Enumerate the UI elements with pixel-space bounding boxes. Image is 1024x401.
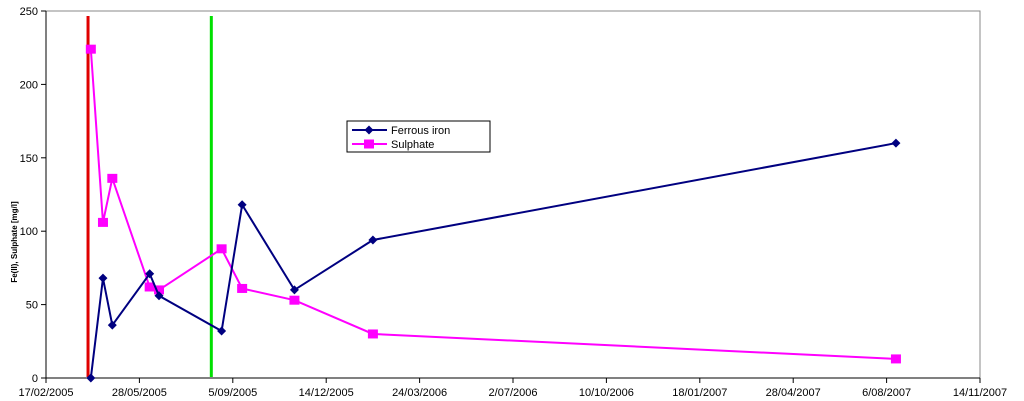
data-point-ferrous-iron <box>107 320 117 330</box>
y-tick-label: 100 <box>20 226 38 238</box>
data-point-sulphate <box>367 329 378 339</box>
plot-border <box>45 10 981 379</box>
data-point-sulphate <box>237 283 248 293</box>
data-point-sulphate <box>890 354 901 364</box>
reference-lines <box>86 16 213 377</box>
x-tick-label: 6/08/2007 <box>862 387 911 399</box>
data-point-ferrous-iron <box>237 200 247 210</box>
legend-label: Ferrous iron <box>391 125 450 137</box>
y-tick-label: 250 <box>20 6 38 18</box>
x-tick-label: 10/10/2006 <box>579 387 634 399</box>
data-point-sulphate <box>216 244 227 254</box>
series-line-sulphate <box>89 49 896 360</box>
data-point-ferrous-iron <box>217 326 227 336</box>
plot-area <box>45 10 981 379</box>
series-line-ferrous-iron <box>89 142 897 379</box>
data-point-sulphate <box>107 173 118 183</box>
x-tick-label: 18/01/2007 <box>672 387 727 399</box>
legend-marker <box>364 125 374 135</box>
data-point-ferrous-iron <box>368 235 378 245</box>
y-tick-label: 200 <box>20 79 38 91</box>
y-tick-label: 0 <box>32 373 38 385</box>
data-point-sulphate <box>144 282 155 292</box>
data-point-ferrous-iron <box>98 273 108 283</box>
data-point-ferrous-iron <box>145 269 155 279</box>
y-axis: 0 50 100 150 200 250 <box>20 6 47 385</box>
legend-label: Sulphate <box>391 139 434 151</box>
x-tick-label: 17/02/2005 <box>18 387 73 399</box>
series-sulphate <box>85 44 901 364</box>
y-tick-label: 150 <box>20 153 38 165</box>
y-axis-label: Fe(II), Sulphate [mg/l] <box>10 201 19 283</box>
x-tick-label: 14/11/2007 <box>953 387 1007 399</box>
x-axis: 17/02/2005 28/05/2005 5/09/2005 14/12/2005 2… <box>18 377 1007 399</box>
data-point-ferrous-iron <box>289 285 299 295</box>
x-tick-label: 24/03/2006 <box>392 387 447 399</box>
series-layer <box>85 44 901 383</box>
legend: Ferrous iron Sulphate <box>346 120 491 153</box>
series-ferrous-iron <box>86 138 901 383</box>
data-point-ferrous-iron <box>891 138 901 148</box>
x-tick-label: 28/05/2005 <box>112 387 167 399</box>
data-point-sulphate <box>85 44 96 54</box>
x-tick-label: 14/12/2005 <box>299 387 354 399</box>
x-tick-label: 28/04/2007 <box>766 387 821 399</box>
x-tick-label: 2/07/2006 <box>489 387 538 399</box>
data-point-sulphate <box>154 285 165 295</box>
legend-marker <box>364 139 374 149</box>
y-tick-label: 50 <box>26 300 38 312</box>
data-point-sulphate <box>97 217 108 227</box>
data-point-ferrous-iron <box>154 291 164 301</box>
data-point-ferrous-iron <box>86 373 96 383</box>
x-tick-label: 5/09/2005 <box>208 387 257 399</box>
data-point-sulphate <box>289 295 300 305</box>
